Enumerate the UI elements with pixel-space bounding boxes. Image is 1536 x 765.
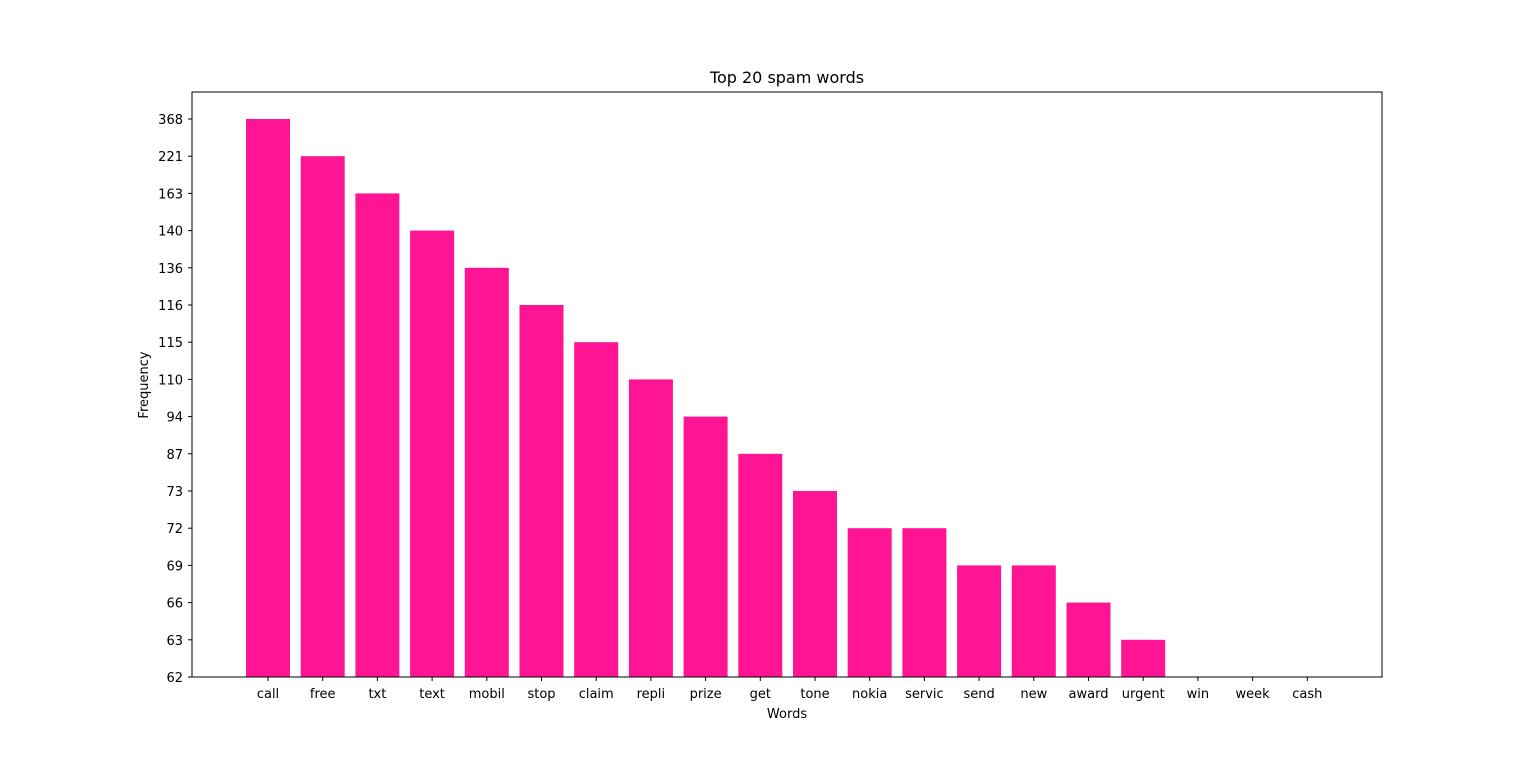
bar-txt (355, 193, 399, 677)
y-tick-label: 368 (158, 113, 183, 128)
y-tick-label: 73 (166, 485, 183, 500)
x-tick-label: get (750, 687, 771, 702)
x-tick-label: text (419, 687, 445, 702)
bar-claim (574, 342, 618, 677)
x-axis-label: Words (767, 707, 807, 722)
y-tick-label: 116 (158, 299, 183, 314)
x-tick-label: mobil (469, 687, 505, 702)
bar-send (957, 565, 1001, 677)
chart-title: Top 20 spam words (709, 68, 864, 87)
y-tick-label: 221 (158, 150, 183, 165)
bar-mobil (465, 268, 509, 677)
x-tick-label: nokia (852, 687, 887, 702)
x-tick-label: repli (637, 687, 666, 702)
x-tick-label: cash (1292, 687, 1322, 702)
bar-nokia (848, 528, 892, 677)
x-tick-label: call (257, 687, 279, 702)
y-tick-label: 140 (158, 225, 183, 240)
bars-group (246, 119, 1165, 677)
x-tick-label: servic (905, 687, 944, 702)
y-tick-label: 63 (166, 634, 183, 649)
x-axis-ticks: call free txt text mobil stop claim repli prize g… (257, 677, 1323, 702)
bar-repli (629, 379, 673, 677)
bar-prize (684, 417, 728, 677)
bar-new (1012, 565, 1056, 677)
y-tick-label: 87 (166, 448, 183, 463)
y-tick-label: 69 (166, 559, 183, 574)
y-tick-label: 110 (158, 373, 183, 388)
y-axis-ticks: 62 63 66 69 72 73 87 94 110 115 116 136 140 163 221 368 (158, 113, 192, 686)
x-tick-label: new (1020, 687, 1047, 702)
y-axis-label: Frequency (137, 351, 152, 418)
y-tick-label: 94 (166, 411, 183, 426)
y-tick-label: 72 (166, 522, 183, 537)
x-tick-label: prize (690, 687, 722, 702)
x-tick-label: urgent (1122, 687, 1165, 702)
x-tick-label: stop (527, 687, 555, 702)
bar-text (410, 231, 454, 677)
y-tick-label: 163 (158, 187, 183, 202)
bar-get (738, 454, 782, 677)
bar-servic (902, 528, 946, 677)
x-tick-label: win (1187, 687, 1209, 702)
bar-stop (520, 305, 564, 677)
y-tick-label: 62 (166, 671, 183, 686)
y-tick-label: 136 (158, 262, 183, 277)
x-tick-label: txt (368, 687, 386, 702)
x-tick-label: free (310, 687, 336, 702)
y-tick-label: 66 (166, 597, 183, 612)
x-tick-label: tone (800, 687, 829, 702)
bar-tone (793, 491, 837, 677)
bar-award (1067, 603, 1111, 677)
bar-urgent (1121, 640, 1165, 677)
x-tick-label: week (1236, 687, 1271, 702)
bar-free (301, 156, 345, 677)
x-tick-label: award (1069, 687, 1109, 702)
x-tick-label: send (963, 687, 994, 702)
y-tick-label: 115 (158, 336, 183, 351)
x-tick-label: claim (579, 687, 614, 702)
bar-call (246, 119, 290, 677)
